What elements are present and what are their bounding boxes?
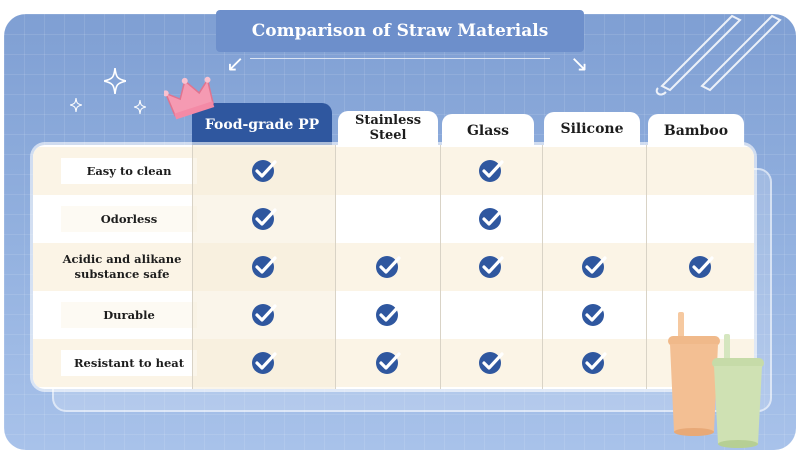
- column-divider: [646, 145, 647, 389]
- tab-food-grade-pp: Food-grade PP: [192, 103, 332, 147]
- comparison-table: Easy to clean Odorless Acidic and alikan…: [33, 145, 754, 389]
- check-circle-icon: [252, 208, 277, 230]
- curved-arrow-icon: ↙: [226, 52, 245, 77]
- column-divider: [192, 145, 193, 389]
- check-circle-icon: [582, 256, 607, 278]
- tab-bamboo: Bamboo: [648, 114, 744, 148]
- row-label: Durable: [61, 302, 197, 328]
- row-label: Resistant to heat: [61, 350, 197, 376]
- title-underline: [250, 58, 550, 59]
- check-circle-icon: [252, 160, 277, 182]
- check-circle-icon: [689, 256, 714, 278]
- row-label: Easy to clean: [61, 158, 197, 184]
- check-circle-icon: [376, 304, 401, 326]
- tab-silicone: Silicone: [544, 112, 640, 146]
- check-circle-icon: [376, 352, 401, 374]
- check-circle-icon: [252, 304, 277, 326]
- tab-stainless-steel: Stainless Steel: [338, 111, 438, 147]
- table-row: Odorless: [33, 195, 754, 243]
- check-circle-icon: [582, 304, 607, 326]
- column-divider: [542, 145, 543, 389]
- tab-glass: Glass: [442, 114, 534, 148]
- curved-arrow-icon: ↘: [570, 52, 589, 77]
- column-divider: [335, 145, 336, 389]
- cups-illustration: [668, 312, 764, 448]
- straws-illustration: [655, 14, 782, 96]
- check-circle-icon: [479, 352, 504, 374]
- row-label: Acidic and alikane substance safe: [62, 252, 182, 281]
- title-banner: Comparison of Straw Materials: [216, 10, 584, 52]
- table-row: Easy to clean: [33, 147, 754, 195]
- check-circle-icon: [479, 208, 504, 230]
- row-label: Odorless: [61, 206, 197, 232]
- sparkle-icon: [70, 98, 82, 112]
- check-circle-icon: [479, 160, 504, 182]
- sparkle-icon: [104, 68, 126, 94]
- check-circle-icon: [252, 256, 277, 278]
- check-circle-icon: [252, 352, 277, 374]
- column-divider: [440, 145, 441, 389]
- check-circle-icon: [582, 352, 607, 374]
- check-circle-icon: [376, 256, 401, 278]
- crown-icon: [164, 76, 215, 120]
- sparkle-icon: [134, 100, 146, 114]
- page-title: Comparison of Straw Materials: [251, 21, 549, 41]
- check-circle-icon: [479, 256, 504, 278]
